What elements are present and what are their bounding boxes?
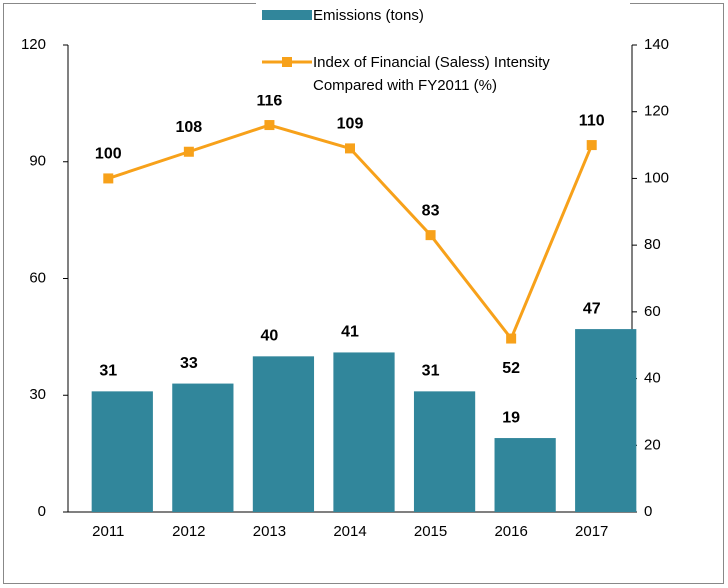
legend: Emissions (tons) Index of Financial (Sale… — [256, 3, 630, 95]
line-label: 100 — [95, 146, 122, 163]
y2-tick-label: 140 — [644, 36, 669, 53]
x-tick-label: 2015 — [414, 523, 447, 540]
bar — [494, 438, 556, 512]
legend-swatch — [262, 10, 312, 20]
legend-entry: Emissions (tons) — [313, 7, 424, 24]
bar-label: 41 — [341, 324, 359, 341]
y2-tick-label: 120 — [644, 103, 669, 120]
line-marker — [183, 146, 194, 157]
legend-entry: Index of Financial (Saless) Intensity Co… — [313, 54, 550, 94]
bar-label: 47 — [583, 300, 601, 317]
line-marker — [264, 120, 275, 131]
x-tick-label: 2017 — [575, 523, 608, 540]
y2-tick-label: 0 — [644, 503, 652, 520]
legend-label: Index of Financial (Saless) Intensity Co… — [313, 54, 550, 94]
bar — [91, 391, 153, 512]
y2-tick-label: 20 — [644, 436, 661, 453]
legend-marker — [282, 57, 292, 67]
line-marker — [103, 173, 114, 184]
x-tick-label: 2014 — [333, 523, 366, 540]
y-tick-label: 60 — [29, 269, 46, 286]
y-tick-label: 90 — [29, 153, 46, 170]
bar — [252, 356, 315, 512]
y-tick-label: 120 — [21, 36, 46, 53]
bar — [333, 352, 395, 512]
line-label: 109 — [337, 116, 364, 133]
line-label: 52 — [502, 360, 520, 377]
line-label: 83 — [422, 202, 440, 219]
y2-tick-label: 100 — [644, 169, 669, 186]
y-tick-label: 0 — [38, 503, 46, 520]
line-marker — [345, 143, 355, 154]
bar-label: 31 — [99, 363, 117, 380]
bar — [172, 383, 234, 512]
bar-label: 33 — [180, 355, 198, 372]
x-tick-label: 2012 — [172, 523, 205, 540]
y-tick-label: 30 — [29, 386, 46, 403]
line-label: 110 — [579, 112, 605, 129]
bar-label: 40 — [261, 328, 279, 345]
line-marker — [586, 140, 597, 151]
line-label: 116 — [257, 92, 283, 109]
line-label: 108 — [176, 119, 203, 136]
bar — [413, 391, 476, 512]
y2-tick-label: 40 — [644, 370, 661, 387]
legend-label: Emissions (tons) — [313, 7, 424, 24]
x-tick-label: 2013 — [253, 523, 286, 540]
y2-tick-label: 80 — [644, 236, 661, 253]
line-marker — [506, 333, 517, 344]
line-marker — [425, 230, 436, 241]
y2-tick-label: 60 — [644, 303, 661, 320]
x-tick-label: 2016 — [494, 523, 527, 540]
legend-box — [256, 3, 630, 95]
bar-label: 31 — [422, 363, 440, 380]
x-tick-label: 2011 — [92, 523, 124, 540]
bar — [575, 329, 637, 512]
bar-label: 19 — [502, 409, 520, 426]
